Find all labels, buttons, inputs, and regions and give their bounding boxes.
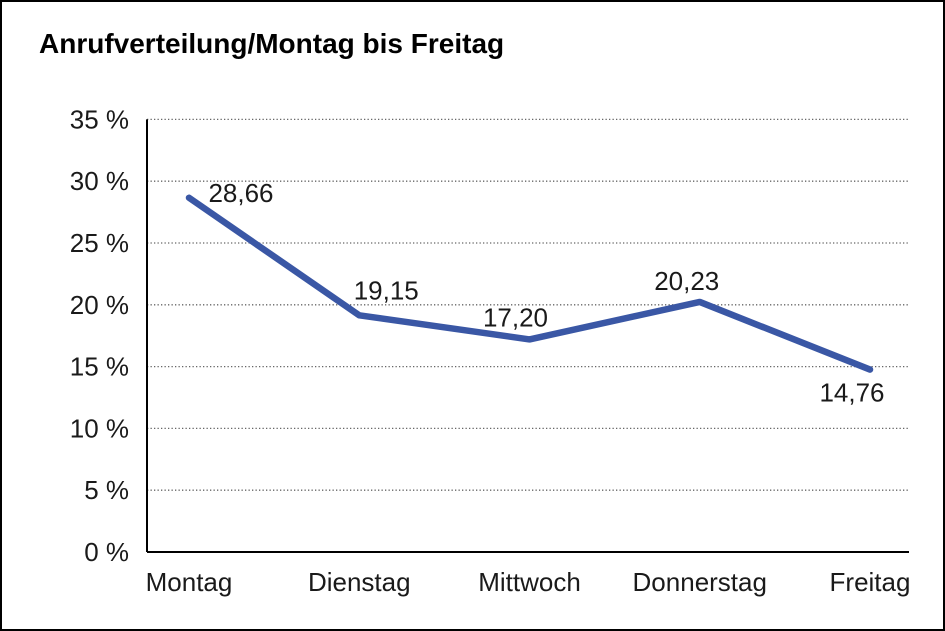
x-category-label: Dienstag [308,567,411,597]
data-point-label: 17,20 [483,302,548,332]
y-tick-label: 30 % [70,166,129,196]
y-tick-label: 10 % [70,413,129,443]
y-tick-label: 15 % [70,352,129,382]
data-line [185,194,874,373]
data-point-label: 19,15 [354,275,419,305]
y-tick-label: 35 % [70,104,129,134]
y-tick-label: 0 % [84,537,129,567]
data-point-label: 28,66 [208,178,273,208]
chart-title: Anrufverteilung/Montag bis Freitag [39,28,505,59]
x-category-label: Freitag [830,567,911,597]
x-category-label: Mittwoch [478,567,581,597]
y-tick-label: 20 % [70,290,129,320]
data-point-label: 20,23 [654,266,719,296]
x-category-label: Montag [146,567,233,597]
y-tick-label: 5 % [84,475,129,505]
y-tick-label: 25 % [70,228,129,258]
data-point-label: 14,76 [819,378,884,408]
x-category-label: Donnerstag [633,567,767,597]
